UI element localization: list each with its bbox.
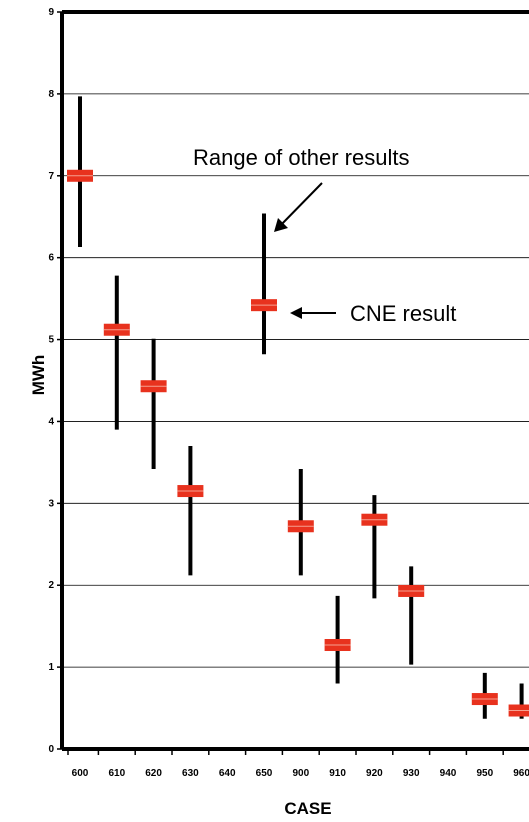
y-tick-label: 5 bbox=[48, 335, 54, 346]
y-axis-title: MWh bbox=[29, 355, 48, 396]
y-tick-label: 9 bbox=[48, 7, 54, 18]
x-tick-label: 640 bbox=[219, 768, 236, 779]
x-tick-label: 910 bbox=[329, 768, 346, 779]
annotation-range: Range of other results bbox=[193, 145, 409, 170]
annotation-cne-arrowhead bbox=[290, 307, 302, 319]
y-tick-labels: 0 1 2 3 4 5 6 7 8 9 bbox=[48, 7, 54, 755]
x-tick-label: 920 bbox=[366, 768, 383, 779]
x-tick-label: 900 bbox=[292, 768, 309, 779]
y-tick-label: 4 bbox=[48, 416, 54, 427]
x-tick-label: 610 bbox=[108, 768, 125, 779]
y-tick-label: 2 bbox=[48, 580, 54, 591]
x-tick-label: 940 bbox=[440, 768, 457, 779]
x-tick-label: 930 bbox=[403, 768, 420, 779]
x-tick-label: 650 bbox=[256, 768, 273, 779]
y-tick-label: 7 bbox=[48, 171, 54, 182]
x-tick-label: 620 bbox=[145, 768, 162, 779]
annotation-cne: CNE result bbox=[350, 301, 456, 326]
y-tick-label: 8 bbox=[48, 89, 54, 100]
y-tick-label: 6 bbox=[48, 253, 54, 264]
x-axis-title: CASE bbox=[284, 799, 331, 818]
plot-frame bbox=[60, 10, 529, 751]
range-bars bbox=[78, 96, 524, 719]
annotation-range-arrowhead bbox=[274, 218, 288, 232]
y-tick-label: 1 bbox=[48, 662, 54, 673]
x-tick-label: 630 bbox=[182, 768, 199, 779]
x-tick-label: 950 bbox=[476, 768, 493, 779]
x-tick-label: 960 bbox=[513, 768, 529, 779]
x-tick-labels: 600 610 620 630 640 650 900 910 920 930 940 950 960 bbox=[72, 768, 529, 779]
x-tick-label: 600 bbox=[72, 768, 89, 779]
y-tick-label: 0 bbox=[48, 744, 54, 755]
gridlines bbox=[57, 11, 529, 750]
annotation-range-arrow bbox=[276, 182, 323, 230]
y-tick-label: 3 bbox=[48, 498, 54, 509]
result-markers bbox=[67, 169, 529, 717]
